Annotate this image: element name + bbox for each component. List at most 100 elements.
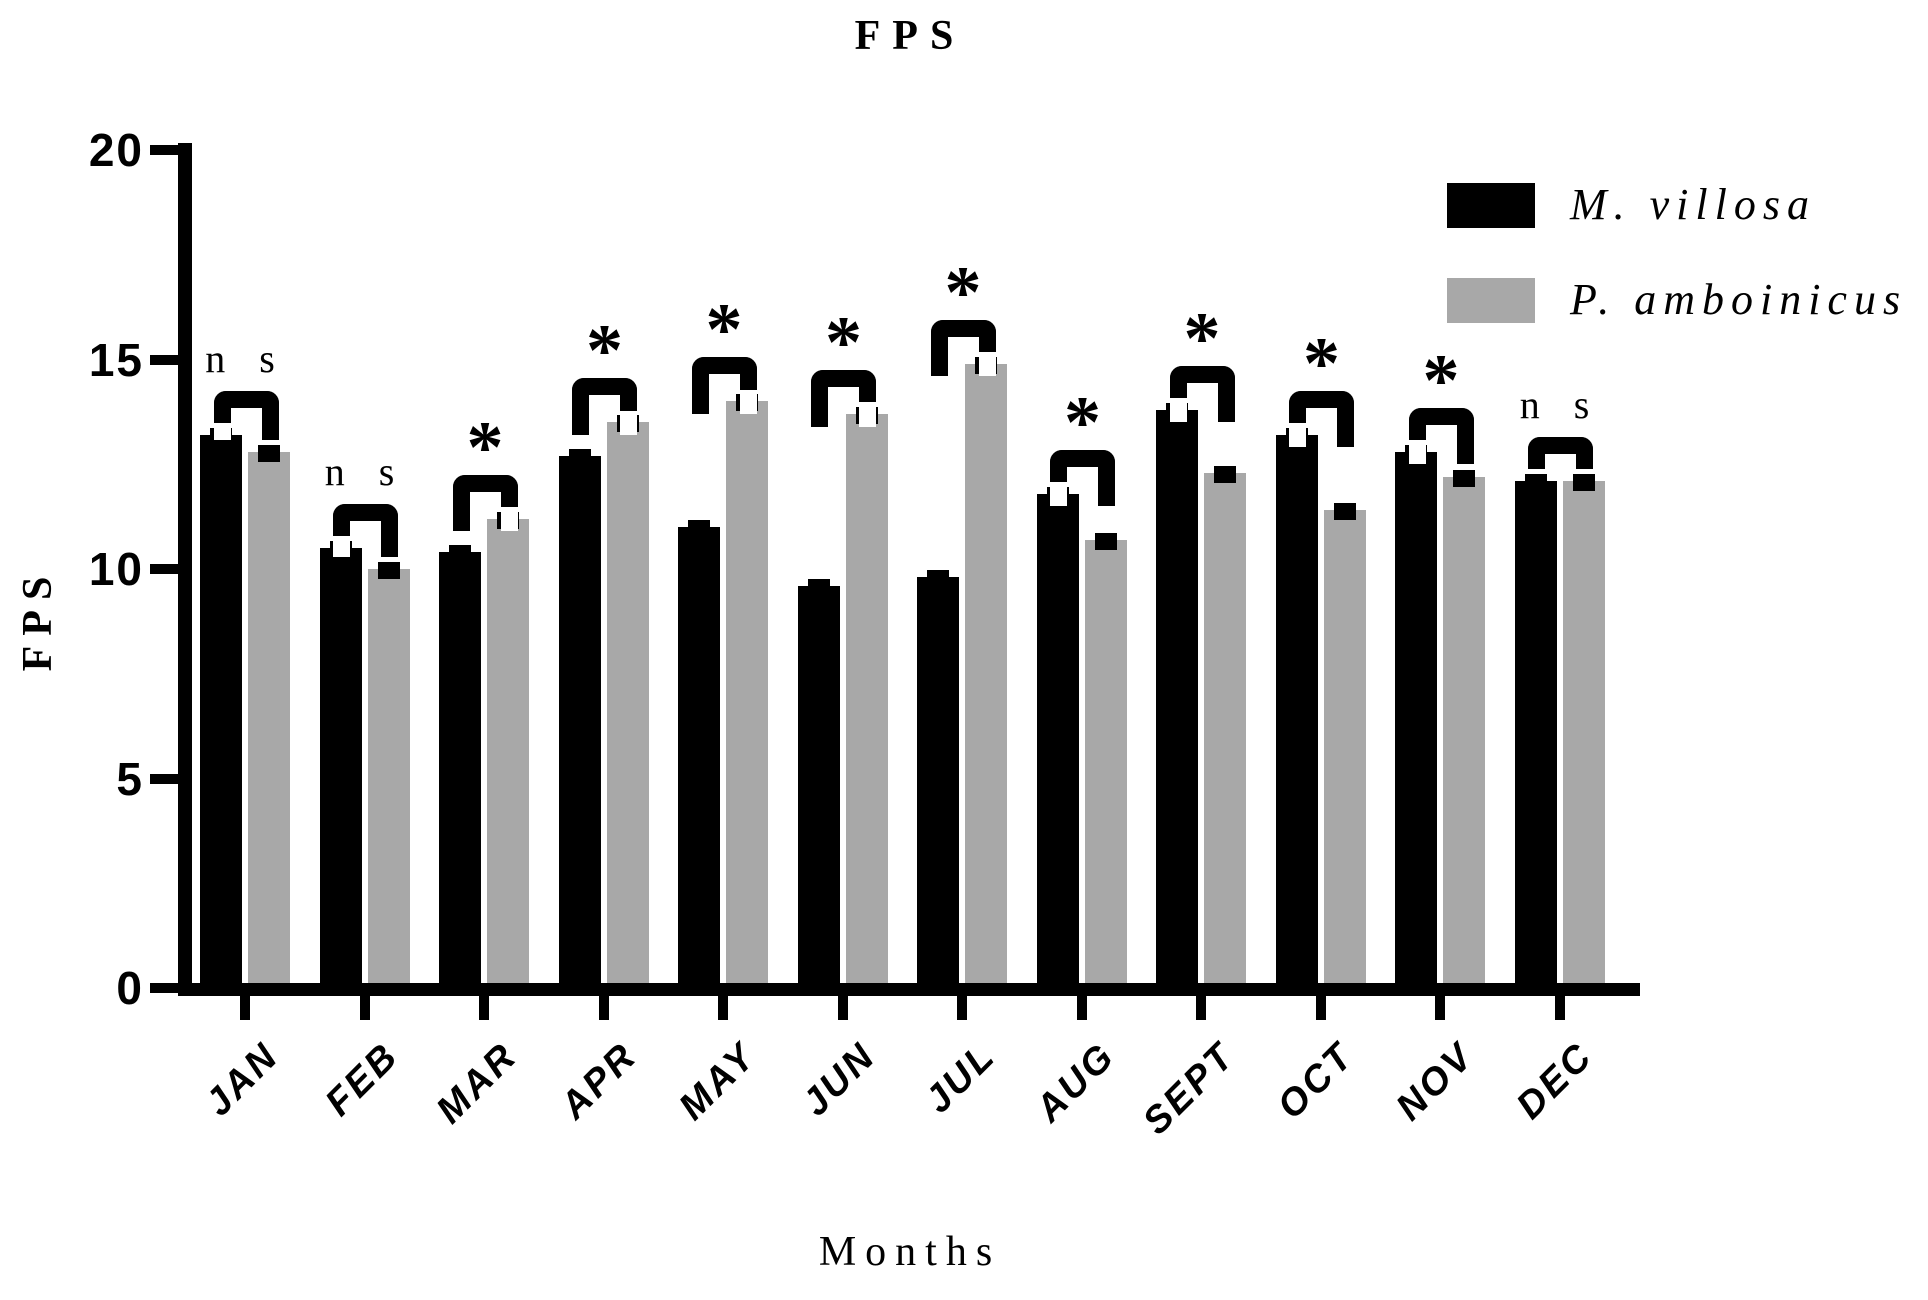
x-tick-label-feb: FEB <box>316 1034 407 1125</box>
legend-swatch-m-villosa <box>1447 183 1535 228</box>
x-tick-jan <box>240 996 250 1020</box>
legend-label-p-amboinicus: P. amboinicus <box>1570 275 1908 324</box>
sig-label-may: * <box>705 289 743 372</box>
error-cap-m-villosa-jul <box>927 570 949 588</box>
chart-title: FPS <box>854 13 966 59</box>
x-tick-label-jan: JAN <box>197 1034 288 1125</box>
bar-p-amboinicus-jul <box>965 363 1007 983</box>
sig-bracket-patch-sept <box>1169 398 1187 423</box>
bar-m-villosa-oct <box>1275 434 1318 983</box>
y-tick-label-5: 5 <box>116 752 144 805</box>
sig-bracket-dec <box>1528 437 1593 470</box>
x-tick-jun <box>837 996 848 1020</box>
error-cap-p-amboinicus-dec <box>1572 474 1595 491</box>
legend-label-m-villosa: M. villosa <box>1570 180 1816 229</box>
sig-label-dec: n s <box>1519 382 1602 427</box>
sig-bracket-patch-nov <box>1408 439 1426 465</box>
x-tick-aug <box>1076 996 1087 1020</box>
error-cap-m-villosa-jun <box>807 578 830 596</box>
sig-label-oct: * <box>1303 322 1340 405</box>
sig-bracket-patch-jan <box>213 423 231 440</box>
bar-m-villosa-jun <box>797 585 840 983</box>
sig-bracket-patch-feb <box>333 536 350 558</box>
bar-m-villosa-mar <box>439 552 481 983</box>
y-tick-label-20: 20 <box>88 124 144 176</box>
bar-m-villosa-aug <box>1036 493 1079 983</box>
x-tick-feb <box>359 996 370 1020</box>
error-cap-m-villosa-dec <box>1524 474 1547 491</box>
sig-label-apr: * <box>586 310 623 393</box>
sig-bracket-patch-oct <box>1289 423 1306 448</box>
error-cap-p-amboinicus-sept <box>1214 465 1236 483</box>
y-axis-spine <box>178 143 192 996</box>
error-cap-p-amboinicus-aug <box>1094 532 1117 550</box>
error-cap-m-villosa-may <box>688 520 710 538</box>
sig-bracket-patch-aug <box>1050 481 1067 507</box>
sig-label-jan: n s <box>205 335 287 381</box>
x-tick-label-oct: OCT <box>1269 1034 1363 1128</box>
x-tick-label-nov: NOV <box>1387 1034 1483 1129</box>
legend-swatch-p-amboinicus <box>1447 278 1535 323</box>
sig-bracket-may <box>691 357 757 414</box>
x-tick-label-may: MAY <box>671 1034 766 1129</box>
sig-bracket-patch-may <box>739 389 757 414</box>
bar-p-amboinicus-apr <box>606 422 649 983</box>
x-tick-label-sept: SEPT <box>1134 1034 1244 1143</box>
bar-p-amboinicus-may <box>726 401 768 983</box>
sig-label-jul: * <box>944 251 982 334</box>
bar-p-amboinicus-aug <box>1084 539 1127 983</box>
x-tick-label-apr: APR <box>552 1034 646 1128</box>
x-tick-jul <box>957 996 967 1020</box>
x-tick-label-jul: JUL <box>917 1034 1005 1122</box>
x-tick-may <box>718 996 728 1020</box>
x-tick-dec <box>1554 996 1565 1020</box>
bar-p-amboinicus-oct <box>1323 510 1366 983</box>
x-tick-apr <box>598 996 609 1020</box>
y-tick-label-10: 10 <box>88 543 144 595</box>
x-tick-label-mar: MAR <box>429 1034 527 1132</box>
bar-m-villosa-dec <box>1514 481 1557 983</box>
x-tick-label-aug: AUG <box>1028 1034 1124 1131</box>
error-cap-p-amboinicus-jan <box>258 444 280 462</box>
sig-label-sept: * <box>1183 297 1221 380</box>
error-cap-m-villosa-mar <box>449 545 471 563</box>
y-tick-label-15: 15 <box>88 333 144 386</box>
bar-m-villosa-sept <box>1156 409 1198 983</box>
bar-p-amboinicus-nov <box>1443 476 1485 983</box>
y-tick-10 <box>150 564 178 574</box>
x-tick-label-jun: JUN <box>794 1034 885 1125</box>
bar-p-amboinicus-feb <box>367 569 410 983</box>
sig-bracket-patch-mar <box>500 506 518 532</box>
error-cap-p-amboinicus-feb <box>377 562 400 579</box>
bar-p-amboinicus-sept <box>1204 472 1246 983</box>
sig-label-aug: * <box>1064 381 1101 464</box>
bar-m-villosa-nov <box>1395 451 1437 983</box>
x-tick-label-dec: DEC <box>1508 1034 1602 1128</box>
x-tick-mar <box>479 996 489 1020</box>
error-cap-p-amboinicus-nov <box>1453 469 1475 487</box>
sig-bracket-patch-jun <box>859 402 876 427</box>
sig-label-feb: n s <box>324 449 407 495</box>
bar-m-villosa-jul <box>917 577 959 983</box>
sig-label-nov: * <box>1422 339 1460 422</box>
y-tick-5 <box>150 773 178 784</box>
x-tick-sept <box>1196 996 1206 1020</box>
bar-p-amboinicus-dec <box>1562 481 1605 983</box>
x-axis-label: Months <box>818 1229 1002 1275</box>
bar-m-villosa-may <box>678 527 720 983</box>
bar-p-amboinicus-jan <box>248 451 290 983</box>
bar-p-amboinicus-jun <box>845 413 888 983</box>
sig-label-jun: * <box>825 301 862 384</box>
x-tick-nov <box>1435 996 1445 1020</box>
sig-bracket-patch-jul <box>978 351 996 377</box>
bar-m-villosa-apr <box>558 455 601 983</box>
sig-bracket-patch-apr <box>620 410 637 435</box>
x-tick-oct <box>1315 996 1326 1020</box>
sig-label-mar: * <box>466 406 504 489</box>
y-tick-15 <box>150 354 178 365</box>
y-tick-0 <box>150 983 178 993</box>
bar-m-villosa-jan <box>200 434 242 983</box>
y-tick-20 <box>150 145 178 155</box>
bar-m-villosa-feb <box>319 548 362 983</box>
